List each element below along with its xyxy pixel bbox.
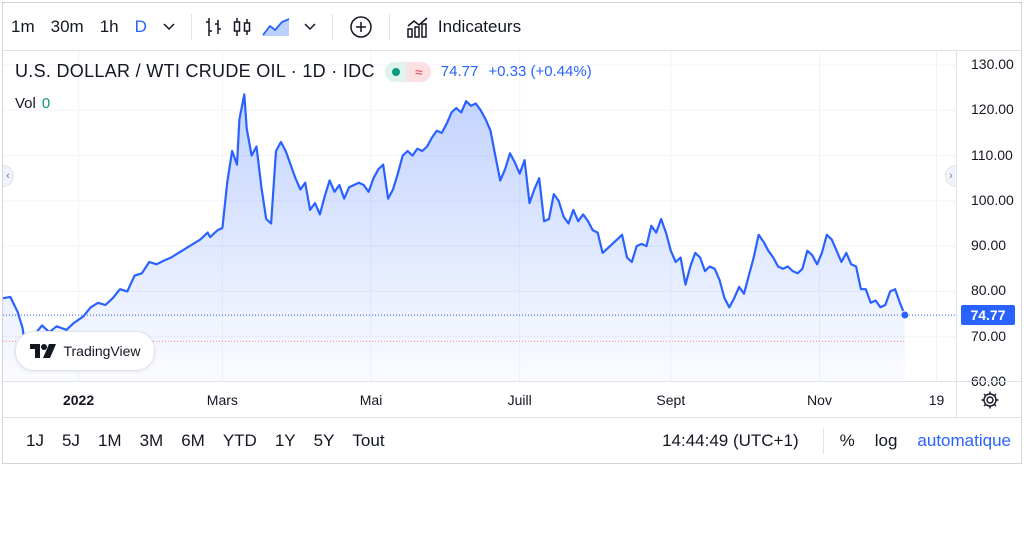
range-1j-button[interactable]: 1J xyxy=(26,430,44,450)
toolbar-divider xyxy=(388,13,390,40)
log-scale-button[interactable]: log xyxy=(874,430,898,450)
last-price-dot xyxy=(900,310,910,320)
last-price-badge: 74.77 xyxy=(961,305,1015,326)
interval-d-button[interactable]: D xyxy=(134,16,147,36)
area-chart-icon[interactable] xyxy=(256,3,296,51)
legend-price: 74.77 xyxy=(440,63,479,80)
price-tick-label: 110.00 xyxy=(971,146,1013,163)
bottom-divider xyxy=(822,427,824,454)
interval-1m-button[interactable]: 1m xyxy=(11,16,35,36)
time-tick-label: 19 xyxy=(928,392,945,408)
delayed-data-icon: ≈ xyxy=(406,61,431,82)
market-open-dot-icon xyxy=(384,61,407,82)
time-tick-label: Mai xyxy=(359,392,383,408)
chart-pane[interactable]: U.S. DOLLAR / WTI CRUDE OIL · 1D · IDC ≈… xyxy=(3,51,956,381)
range-ytd-button[interactable]: YTD xyxy=(222,430,257,450)
indicators-icon xyxy=(407,16,428,38)
indicators-label: Indicateurs xyxy=(437,16,522,36)
market-status-pill[interactable]: ≈ xyxy=(384,61,431,82)
gear-icon xyxy=(981,391,999,408)
bottom-toolbar: 1J 5J 1M 3M 6M YTD 1Y 5Y Tout 14:44:49 (… xyxy=(3,417,1021,463)
time-scale[interactable]: 2022 Mars Mai Juill Sept Nov 19 xyxy=(3,381,956,417)
bar-chart-icon[interactable] xyxy=(200,3,228,51)
range-6m-button[interactable]: 6M xyxy=(181,430,205,450)
time-tick-label: Juill xyxy=(507,392,532,408)
volume-value: 0 xyxy=(41,95,51,112)
tradingview-logo-icon xyxy=(30,344,57,358)
interval-30m-button[interactable]: 30m xyxy=(50,16,84,36)
scale-tools: 14:44:49 (UTC+1) % log automatique xyxy=(652,427,1021,454)
time-tick-label: Sept xyxy=(656,392,686,408)
toolbar-divider xyxy=(190,13,192,40)
chevron-down-icon[interactable] xyxy=(155,3,183,51)
symbol-title[interactable]: U.S. DOLLAR / WTI CRUDE OIL · 1D · IDC xyxy=(15,61,375,81)
timezone-display[interactable]: 14:44:49 (UTC+1) xyxy=(662,430,799,450)
chart-widget: 1m 30m 1h D Indicateurs xyxy=(2,2,1023,464)
range-1y-button[interactable]: 1Y xyxy=(274,430,296,450)
percent-scale-button[interactable]: % xyxy=(839,430,855,450)
time-tick-label: Mars xyxy=(206,392,238,408)
auto-scale-button[interactable]: automatique xyxy=(917,430,1011,450)
logo-text: TradingView xyxy=(63,343,141,359)
chevron-down-icon[interactable] xyxy=(296,3,324,51)
price-tick-label: 90.00 xyxy=(971,237,1007,254)
price-tick-label: 120.00 xyxy=(971,101,1014,118)
price-chart[interactable] xyxy=(3,51,956,381)
toolbar-divider xyxy=(331,13,333,40)
price-line xyxy=(3,93,906,345)
volume-label: Vol xyxy=(15,95,36,112)
time-tick-label: Nov xyxy=(807,392,832,408)
range-all-button[interactable]: Tout xyxy=(352,430,385,450)
range-5j-button[interactable]: 5J xyxy=(61,430,80,450)
range-5y-button[interactable]: 5Y xyxy=(313,430,335,450)
candlestick-icon[interactable] xyxy=(228,3,256,51)
settings-button[interactable] xyxy=(956,381,1023,417)
tradingview-logo[interactable]: TradingView xyxy=(15,331,155,371)
range-1m-button[interactable]: 1M xyxy=(97,430,122,450)
time-tick-label: 2022 xyxy=(62,392,95,408)
chart-legend: U.S. DOLLAR / WTI CRUDE OIL · 1D · IDC ≈… xyxy=(15,61,592,82)
indicators-button[interactable]: Indicateurs xyxy=(398,16,529,38)
legend-change: +0.33 (+0.44%) xyxy=(488,63,592,80)
plus-circle-icon[interactable] xyxy=(341,3,381,51)
price-area-fill xyxy=(3,94,905,381)
top-toolbar: 1m 30m 1h D Indicateurs xyxy=(3,3,1021,51)
range-3m-button[interactable]: 3M xyxy=(139,430,164,450)
volume-legend: Vol 0 xyxy=(15,95,50,112)
price-scale[interactable]: 74.77 130.00 120.00 110.00 100.00 90.00 80.00… xyxy=(956,51,1023,389)
interval-1h-button[interactable]: 1h xyxy=(99,16,119,36)
price-tick-label: 130.00 xyxy=(971,56,1014,72)
price-tick-label: 80.00 xyxy=(971,282,1007,299)
price-tick-label: 100.00 xyxy=(971,191,1014,208)
price-tick-label: 70.00 xyxy=(971,327,1007,344)
